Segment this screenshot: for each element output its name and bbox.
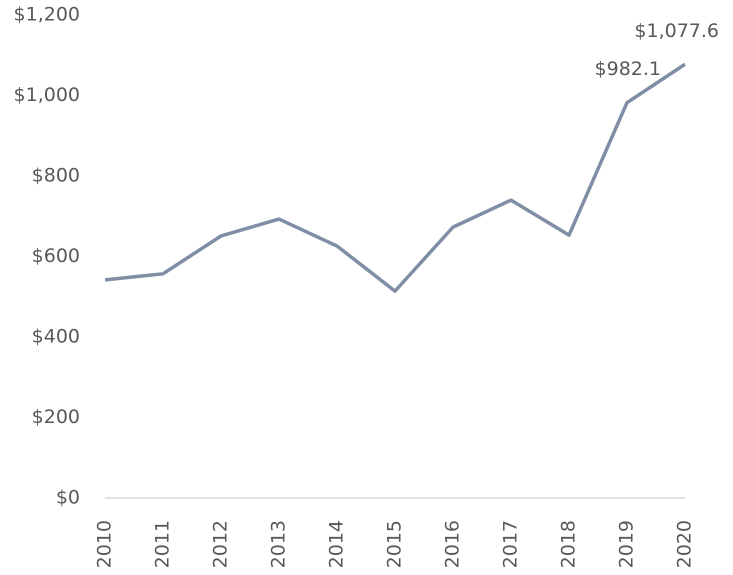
y-tick-label: $0	[56, 487, 80, 509]
y-tick-label: $400	[32, 326, 80, 348]
x-tick-label: 2019	[616, 520, 638, 568]
x-tick-label: 2017	[500, 520, 522, 568]
x-tick-label: 2015	[384, 520, 406, 568]
x-tick-label: 2020	[674, 520, 696, 568]
x-tick-label: 2011	[152, 520, 174, 568]
line	[104, 62, 686, 293]
x-tick-label: 2012	[210, 520, 232, 568]
y-tick-label: $600	[32, 245, 80, 267]
x-tick-label: 2016	[442, 520, 464, 568]
x-tick-label: 2018	[558, 520, 580, 568]
x-tick-label: 2013	[268, 520, 290, 568]
data-label: $1,077.6	[634, 20, 719, 42]
x-tick-label: 2014	[326, 520, 348, 568]
y-tick-label: $1,200	[14, 4, 80, 26]
y-tick-label: $200	[32, 406, 80, 428]
y-tick-label: $1,000	[14, 84, 80, 106]
x-tick-label: 2010	[94, 520, 116, 568]
y-tick-label: $800	[32, 165, 80, 187]
data-label: $982.1	[595, 58, 661, 80]
